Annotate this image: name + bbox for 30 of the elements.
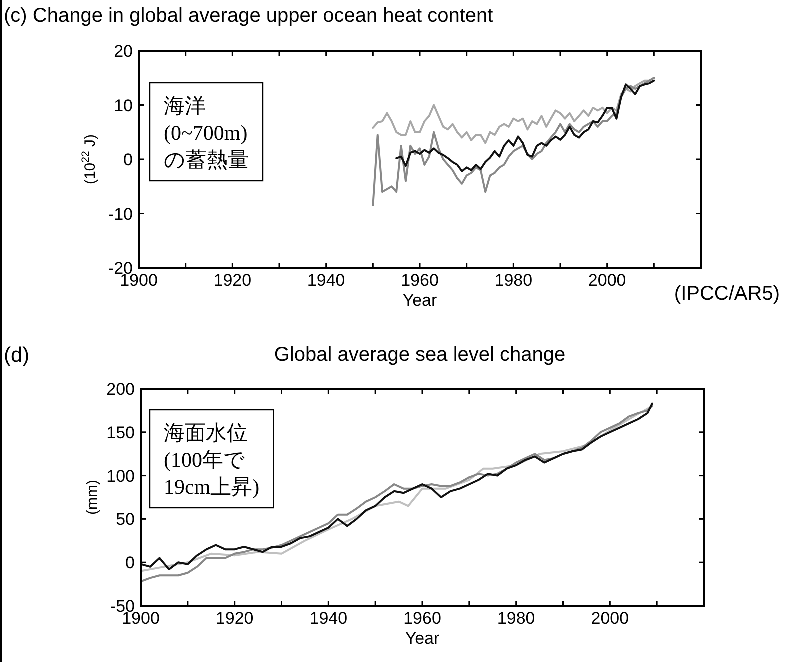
text: (d) bbox=[4, 344, 30, 367]
y-tick-label: 200 bbox=[106, 380, 135, 399]
annotation: 海面水位 (100年で 19cm上昇) bbox=[164, 421, 260, 499]
x-tick-label: 1920 bbox=[216, 609, 254, 628]
x-axis-title: Year bbox=[402, 291, 438, 310]
chart-title: Global average sea level change bbox=[274, 344, 566, 366]
x-axis-title: Year bbox=[405, 629, 440, 648]
x-tick-label: 1960 bbox=[401, 271, 439, 290]
text: (IPCC/AR5) bbox=[674, 283, 780, 305]
x-tick-label: 1980 bbox=[497, 609, 536, 628]
x-tick-label: 1960 bbox=[404, 609, 442, 628]
x-tick-label: 2000 bbox=[588, 271, 626, 290]
y-tick-label: 0 bbox=[126, 554, 135, 573]
annotation: 海洋 (0~700m) の蓄熱量 bbox=[164, 94, 249, 172]
y-axis-title: (mm) bbox=[84, 480, 101, 515]
y-tick-label: 100 bbox=[106, 466, 135, 486]
y-tick-label: 150 bbox=[106, 423, 135, 442]
chart-title: (c) Change in global average upper ocean heat content bbox=[4, 5, 494, 27]
x-tick-label: 1940 bbox=[310, 609, 348, 628]
y-tick-label: 10 bbox=[114, 96, 133, 116]
y-tick-label: 50 bbox=[116, 510, 135, 530]
y-tick-label: 0 bbox=[124, 150, 133, 170]
y-tick-label: 20 bbox=[114, 42, 133, 61]
x-tick-label: 1980 bbox=[494, 271, 533, 290]
x-tick-label: 2000 bbox=[591, 609, 630, 628]
x-tick-label: 1920 bbox=[214, 271, 252, 290]
y-tick-label: -10 bbox=[108, 204, 133, 224]
x-tick-label: 1940 bbox=[307, 271, 346, 290]
line-series bbox=[372, 77, 656, 207]
line-series bbox=[396, 80, 656, 172]
